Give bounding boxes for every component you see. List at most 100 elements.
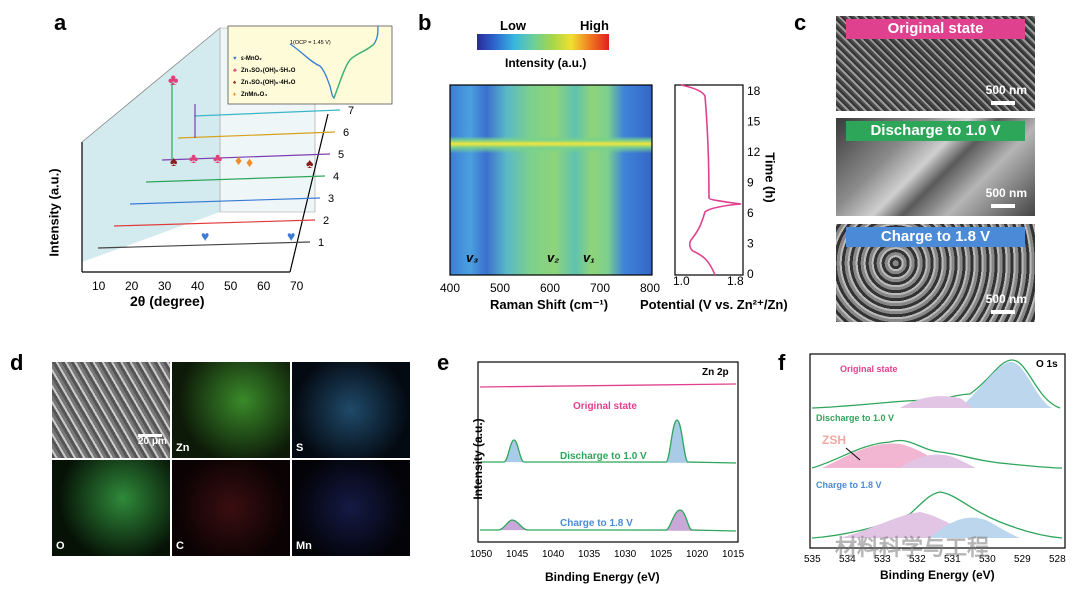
eds-scale: 20 μm xyxy=(138,436,167,447)
eds-map-o: O xyxy=(52,460,170,556)
e-xtick: 1040 xyxy=(542,549,565,560)
xrd-curve-label-5: 5 xyxy=(338,149,344,161)
panel-f-label: f xyxy=(778,350,786,375)
spade-marker-1: ♠ xyxy=(170,153,178,169)
xrd-curve-5 xyxy=(161,153,331,161)
xrd-curve-2 xyxy=(113,219,316,227)
xrd-curve-label-3: 3 xyxy=(328,193,334,205)
time-tick: 15 xyxy=(747,115,761,129)
xrd-xtick: 40 xyxy=(191,279,205,293)
e-state-original: Original state xyxy=(573,401,637,412)
raman-xtick: 400 xyxy=(440,281,460,295)
panel-a-ylabel: Intensity (a.u.) xyxy=(46,168,62,257)
sem-title-charge: Charge to 1.8 V xyxy=(846,227,1025,247)
sem-charge: Charge to 1.8 V 500 nm xyxy=(836,224,1035,322)
time-tick: 12 xyxy=(747,145,761,159)
xrd-xtick: 20 xyxy=(125,279,139,293)
eds-map-s: S xyxy=(292,362,410,458)
heart-marker-2: ♥ xyxy=(287,228,295,244)
time-tick: 9 xyxy=(747,176,754,190)
e-xtick: 1050 xyxy=(470,549,493,560)
svg-text:ε-MnO₂: ε-MnO₂ xyxy=(241,56,262,62)
f-xtick: 531 xyxy=(944,554,961,565)
f-xtick: 534 xyxy=(839,554,856,565)
inset-box xyxy=(227,25,393,105)
spade-marker-2: ♠ xyxy=(306,155,314,171)
diamond-marker-1: ♦ xyxy=(235,152,242,168)
xrd-curve-6 xyxy=(177,131,336,139)
raman-xtick: 500 xyxy=(490,281,510,295)
e-xtick: 1025 xyxy=(650,549,673,560)
colorbar-high: High xyxy=(580,18,609,33)
corner-zn2p: Zn 2p xyxy=(702,367,729,378)
e-xtick: 1030 xyxy=(614,549,637,560)
potential-curve xyxy=(680,84,742,276)
sem-scale-charge: 500 nm xyxy=(985,292,1027,306)
panel-e-label: e xyxy=(437,350,450,375)
panel-a-label: a xyxy=(54,10,67,35)
right-xtick-1: 1.0 xyxy=(673,274,690,285)
panel-b-label: b xyxy=(418,10,432,35)
xrd-curve-label-1: 1 xyxy=(318,237,324,249)
colorbar-low: Low xyxy=(500,18,526,33)
f-state-original: Original state xyxy=(840,364,898,374)
xps-o1s: O 1s Original state Discharge to 1.0 V Z… xyxy=(804,353,1066,565)
panel-e-ylabel: Intensity (a.u.) xyxy=(471,418,485,500)
colorbar xyxy=(477,34,609,50)
club-marker-1: ♣ xyxy=(168,72,179,89)
eds-sem: 20 μm xyxy=(52,362,170,458)
xrd-curve-7 xyxy=(193,109,341,117)
e-xtick: 1015 xyxy=(722,549,745,560)
panel-a-xrd-waterfall: 1 2 3 4 5 6 7 ♥ ♥ ♣ ♣ ♣ ♠ ♠ ♦ ♦ 10 20 30 40 50 60 70… xyxy=(81,25,393,293)
f-xtick: 530 xyxy=(979,554,996,565)
eds-map-mn: Mn xyxy=(292,460,410,556)
time-tick: 3 xyxy=(747,237,754,251)
watermark: 材料科学与工程 xyxy=(835,535,990,560)
xrd-xtick: 50 xyxy=(224,279,238,293)
heart-marker-1: ♥ xyxy=(201,228,209,244)
xrd-xtick: 60 xyxy=(257,279,271,293)
xrd-curve-3 xyxy=(129,197,321,205)
panel-d-label: d xyxy=(10,350,24,375)
club-marker-2: ♣ xyxy=(189,150,198,166)
peak-v3: v₃ xyxy=(466,250,478,265)
sem-title-discharge: Discharge to 1.0 V xyxy=(846,121,1025,141)
sem-title-original: Original state xyxy=(846,19,1025,39)
xrd-curve-label-4: 4 xyxy=(333,171,339,183)
panel-a-xlabel: 2θ (degree) xyxy=(130,293,205,309)
panel-c-label: c xyxy=(794,10,807,35)
corner-o1s: O 1s xyxy=(1036,359,1058,370)
xrd-curve-1 xyxy=(97,241,311,249)
time-label: Time (h) xyxy=(762,152,778,203)
time-tick: 0 xyxy=(747,267,754,281)
colorbar-title: Intensity (a.u.) xyxy=(505,56,587,70)
peak-v2: v₂ xyxy=(547,250,559,265)
xrd-xtick: 30 xyxy=(158,279,172,293)
xrd-xtick: 10 xyxy=(92,279,106,293)
eds-map-zn: Zn xyxy=(172,362,290,458)
raman-xtick: 600 xyxy=(540,281,560,295)
sem-scale-discharge: 500 nm xyxy=(985,186,1027,200)
peak-v1: v₁ xyxy=(583,250,595,265)
xrd-curve-4 xyxy=(145,175,326,183)
f-state-discharge: Discharge to 1.0 V xyxy=(816,413,894,423)
f-xtick: 533 xyxy=(874,554,891,565)
raman-heatmap xyxy=(450,85,652,275)
xrd-curve-label-7: 7 xyxy=(348,105,354,117)
panel-b-xlabel: Raman Shift (cm⁻¹) xyxy=(490,297,609,312)
svg-text:♣: ♣ xyxy=(233,68,237,74)
eds-map-c: C xyxy=(172,460,290,556)
right-xtick-2: 1.8 xyxy=(727,274,744,285)
svg-text:♥: ♥ xyxy=(233,56,237,62)
panel-b-right-xlabel: Potential (V vs. Zn²⁺/Zn) xyxy=(640,297,788,312)
f-xtick: 528 xyxy=(1049,554,1066,565)
xps-zn2p: Zn 2p Original state Discharge to 1.0 V … xyxy=(470,361,745,560)
xrd-curve-label-6: 6 xyxy=(343,127,349,139)
potential-profile: 0 3 6 9 12 15 18 1.0 1.8 xyxy=(673,84,761,285)
sem-discharge: Discharge to 1.0 V 500 nm xyxy=(836,118,1035,216)
legend-a: ♥ ε-MnO₂ ♣ Zn₄SO₄(OH)₆·5H₂O ♠ Zn₄SO₄(OH)₆·4… xyxy=(233,56,296,98)
time-tick: 6 xyxy=(747,206,754,220)
e-state-charge: Charge to 1.8 V xyxy=(560,518,633,529)
backwall-left xyxy=(82,28,220,262)
svg-text:ZnMn₂O₄: ZnMn₂O₄ xyxy=(241,92,267,98)
